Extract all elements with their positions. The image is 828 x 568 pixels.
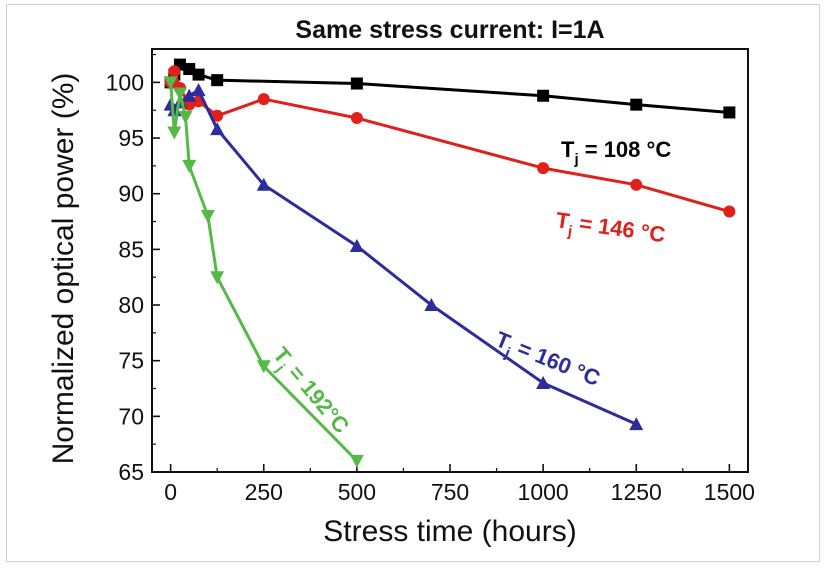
data-point: [350, 77, 363, 90]
data-point: [536, 375, 551, 389]
x-tick-label: 500: [338, 479, 376, 505]
data-point: [349, 239, 364, 253]
data-point: [256, 177, 271, 191]
series-108c: [169, 63, 730, 114]
y-tick-label: 85: [118, 236, 144, 262]
data-point: [630, 98, 643, 111]
series-label: Tj = 192°C: [264, 342, 355, 442]
plot-frame: [151, 48, 749, 473]
x-axis-title: Stress time (hours): [323, 515, 576, 548]
y-tick-label: 100: [106, 69, 144, 95]
series-label: Tj = 108 °C: [561, 137, 671, 168]
data-point: [257, 93, 270, 106]
data-point: [182, 159, 197, 173]
data-point: [163, 76, 178, 90]
data-point: [349, 454, 364, 468]
x-tick-label: 1500: [704, 479, 755, 505]
data-point: [191, 83, 206, 97]
y-axis-title: Normalized optical power (%): [47, 73, 80, 465]
x-tick-label: 1250: [611, 479, 662, 505]
y-tick-label: 90: [118, 181, 144, 207]
series-line: [169, 63, 730, 114]
line-chart: Same stress current: I=1A 0 250 500 750 1000 1…: [47, 16, 755, 548]
data-point: [167, 126, 182, 140]
data-point: [210, 122, 225, 136]
data-point: [192, 68, 205, 81]
y-tick-label: 75: [118, 348, 144, 374]
data-point: [172, 87, 187, 101]
data-point: [629, 417, 644, 431]
data-point: [211, 74, 224, 87]
data-point: [211, 109, 224, 122]
x-tick-label: 250: [245, 479, 283, 505]
data-point: [168, 65, 181, 78]
x-tick-label: 750: [431, 479, 469, 505]
data-point: [424, 298, 439, 312]
data-point: [183, 63, 196, 76]
data-point: [350, 112, 363, 125]
data-point: [200, 209, 215, 223]
figure-frame: Same stress current: I=1A 0 250 500 750 1000 1…: [6, 4, 820, 562]
data-point: [630, 178, 643, 191]
data-point: [178, 110, 193, 124]
data-point: [537, 162, 550, 175]
data-point: [723, 106, 736, 119]
y-tick-label: 70: [118, 403, 144, 429]
x-tick-label: 1000: [518, 479, 569, 505]
data-point: [182, 88, 197, 102]
y-tick-label: 95: [118, 125, 144, 151]
data-point: [723, 205, 736, 218]
data-point: [210, 271, 225, 285]
y-tick-label: 65: [118, 459, 144, 485]
data-point: [537, 89, 550, 102]
chart-title: Same stress current: I=1A: [295, 16, 604, 44]
data-point: [256, 360, 271, 374]
y-tick-label: 80: [118, 292, 144, 318]
x-tick-label: 0: [164, 479, 177, 505]
series-label: Tj = 146 °C: [553, 207, 667, 253]
